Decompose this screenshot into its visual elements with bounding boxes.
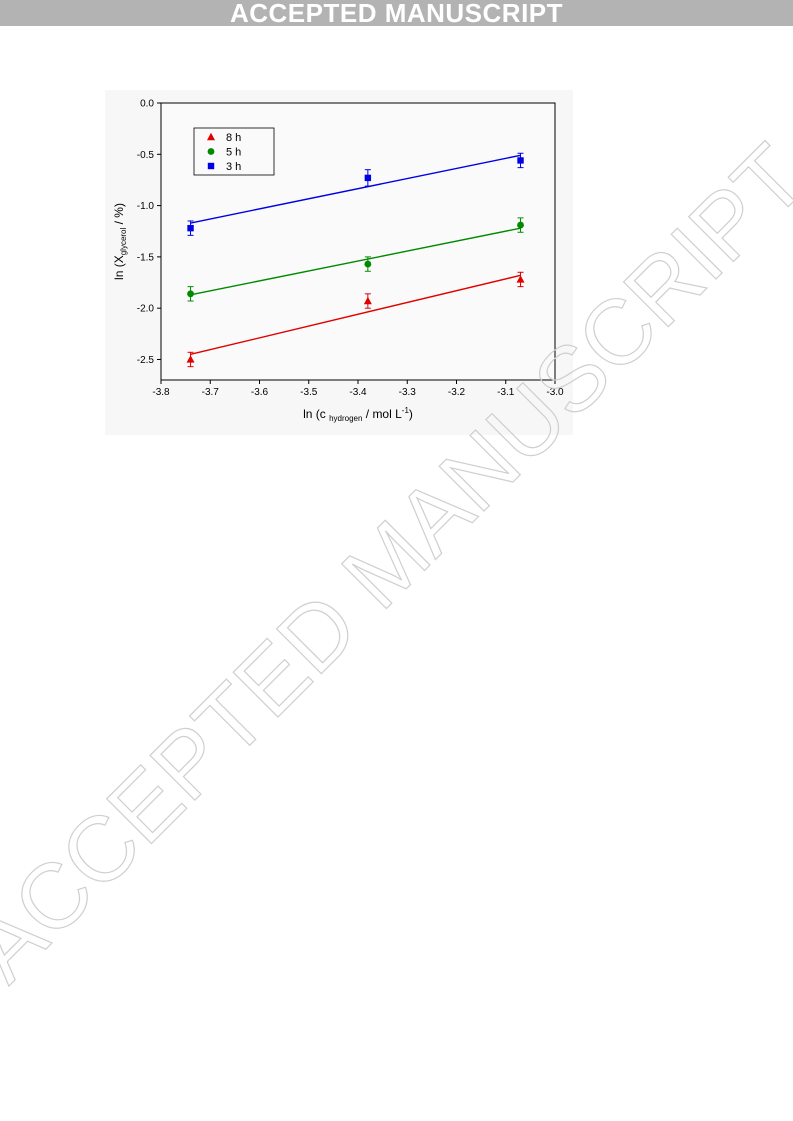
series-group: [187, 152, 524, 236]
data-point: [364, 174, 372, 182]
fit-line: [190, 154, 521, 224]
data-point: [364, 260, 372, 268]
legend-label: 8 h: [226, 132, 241, 144]
y-tick-label: -1.5: [137, 252, 155, 263]
x-tick-label: -3.5: [300, 387, 318, 398]
x-axis-label: ln (c hydrogen / mol L-1): [303, 406, 413, 423]
banner-text: ACCEPTED MANUSCRIPT: [229, 0, 564, 28]
data-point: [187, 290, 194, 298]
legend-label: 3 h: [226, 161, 241, 173]
x-tick-label: -3.1: [497, 387, 515, 398]
x-tick-label: -3.3: [399, 387, 417, 398]
y-tick-label: -2.0: [137, 304, 155, 315]
data-point: [516, 275, 525, 283]
y-tick-label: 0.0: [140, 99, 154, 110]
series-group: [186, 271, 525, 368]
y-axis-label: ln (Xglycerol / %): [112, 203, 128, 280]
data-point: [517, 221, 524, 229]
data-point: [517, 157, 524, 164]
line-fit-chart: -3.8 -3.7 -3.6 -3.5 -3.4 -3.3 -3.2 -3.1 -3.0 0.0 -…: [112, 99, 564, 424]
accepted-manuscript-banner: ACCEPTED MANUSCRIPT: [0, 0, 793, 26]
legend-marker: [207, 148, 215, 155]
y-tick-label: -1.0: [137, 201, 155, 212]
data-point: [363, 296, 372, 305]
x-tick-label: -3.2: [448, 387, 466, 398]
legend-marker: [207, 162, 215, 170]
plot-area: [160, 102, 556, 381]
legend-label: 5 h: [226, 147, 241, 159]
legend-box: [193, 127, 275, 176]
x-tick-label: -3.4: [349, 387, 367, 398]
series-group: [187, 217, 524, 302]
fit-line: [190, 227, 521, 296]
x-tick-label: -3.6: [251, 387, 269, 398]
data-point: [186, 355, 195, 363]
figure-panel: -3.8 -3.7 -3.6 -3.5 -3.4 -3.3 -3.2 -3.1 -3.0 0.0 -…: [105, 90, 573, 435]
legend-marker: [207, 132, 215, 141]
data-point: [187, 224, 194, 232]
x-tick-label: -3.7: [202, 387, 220, 398]
fit-line: [190, 274, 521, 356]
y-tick-label: -2.5: [137, 355, 155, 366]
y-tick-label: -0.5: [137, 150, 155, 161]
x-tick-label: -3.8: [152, 387, 170, 398]
x-tick-label: -3.0: [546, 387, 564, 398]
